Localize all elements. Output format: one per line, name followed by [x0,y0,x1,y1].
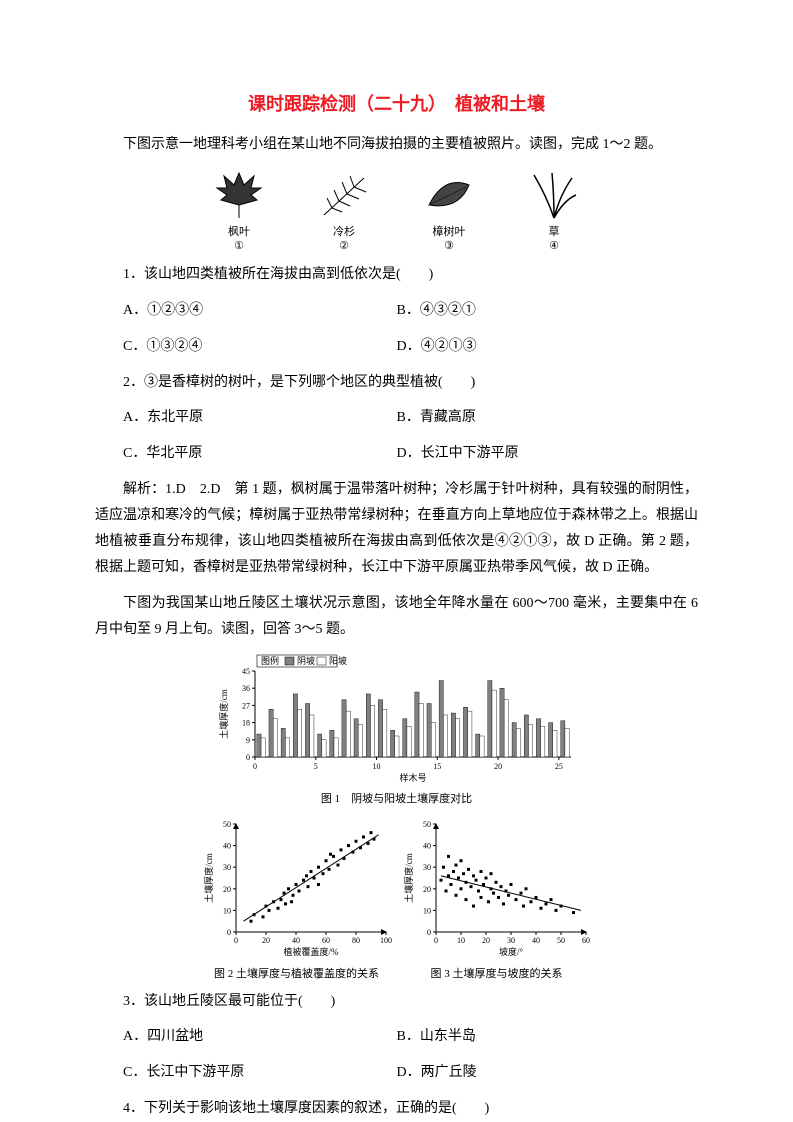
fig1-caption: 图 1 阴坡与阳坡土壤厚度对比 [95,790,698,806]
svg-text:0: 0 [227,928,231,937]
svg-text:50: 50 [423,820,431,829]
svg-text:20: 20 [494,762,502,771]
leaf-label-2: 冷杉 [309,223,379,239]
svg-text:30: 30 [423,863,431,872]
svg-text:10: 10 [223,906,231,915]
svg-text:10: 10 [457,936,465,945]
svg-text:60: 60 [322,936,330,945]
svg-text:0: 0 [253,762,257,771]
leaf-label-1: 枫叶 [204,223,274,239]
leaf-label-3: 樟树叶 [414,223,484,239]
svg-text:18: 18 [242,718,250,727]
svg-text:50: 50 [223,820,231,829]
svg-text:0: 0 [246,753,250,762]
svg-text:植被覆盖度/%: 植被覆盖度/% [283,946,339,957]
svg-text:20: 20 [223,884,231,893]
svg-text:9: 9 [246,735,250,744]
leaf-icon-grass [519,168,589,223]
fig2-svg: 0 20 40 60 80 100 0 10 20 30 40 50 植被覆盖度/% 土壤厚度/cm [202,818,392,958]
q2-opt-b: B．青藏高原 [397,405,699,431]
q3-opt-b: B．山东半岛 [397,1024,699,1050]
intro-2: 下图为我国某山地丘陵区土壤状况示意图，该地全年降水量在 600～700 毫米，主… [95,591,698,643]
svg-text:15: 15 [433,762,441,771]
leaf-num-4: ④ [519,239,589,252]
svg-text:样木号: 样木号 [399,772,426,783]
svg-text:30: 30 [507,936,515,945]
svg-text:40: 40 [292,936,300,945]
svg-text:25: 25 [554,762,562,771]
fig2-caption: 图 2 土壤厚度与植被覆盖度的关系 [202,965,392,981]
figure-2-3-row: 02040608010001020304050植被覆盖度/%土壤厚度/cm 图 … [95,814,698,989]
leaf-num-1: ① [204,239,274,252]
fig3-svg: 0 10 20 30 40 50 60 0 10 20 30 40 50 坡度/° 土壤厚度/cm [402,818,592,958]
svg-text:10: 10 [372,762,380,771]
svg-text:27: 27 [242,701,250,710]
q1-opt-a: A．①②③④ [95,298,397,324]
leaf-cell-2: 冷杉 ② [309,168,379,252]
leaf-num-3: ③ [414,239,484,252]
svg-text:10: 10 [423,906,431,915]
svg-text:40: 40 [423,841,431,850]
svg-text:0: 0 [434,936,438,945]
figure-2: 0 20 40 60 80 100 0 10 20 30 40 50 植被覆盖度/% 土壤厚度/cm 图 … [202,818,392,981]
svg-text:5: 5 [313,762,317,771]
page-title: 课时跟踪检测（二十九） 植被和土壤 [95,90,698,116]
intro-1: 下图示意一地理科考小组在某山地不同海拔拍摄的主要植被照片。读图，完成 1～2 题… [95,132,698,158]
q3-stem: 3．该山地丘陵区最可能位于( ) [95,989,698,1015]
figure-1: 图例 阴坡 阳坡 0 9 18 27 36 45 0 5 10 15 20 25 样木号 土壤厚度/cm 图 1… [95,653,698,806]
svg-text:20: 20 [262,936,270,945]
q3-opt-d: D．两广丘陵 [397,1060,699,1086]
q2-opt-d: D．长江中下游平原 [397,441,699,467]
svg-text:土壤厚度/cm: 土壤厚度/cm [203,853,214,903]
q2-stem: 2．③是香樟树的树叶，是下列哪个地区的典型植被( ) [95,370,698,396]
q4-stem: 4．下列关于影响该地土壤厚度因素的叙述，正确的是( ) [95,1096,698,1122]
leaf-num-2: ② [309,239,379,252]
leaf-icon-maple [204,168,274,223]
svg-text:坡度/°: 坡度/° [498,946,523,957]
svg-text:40: 40 [223,841,231,850]
svg-text:45: 45 [242,667,250,676]
svg-text:20: 20 [423,884,431,893]
svg-text:36: 36 [242,684,250,693]
fig3-caption: 图 3 土壤厚度与坡度的关系 [402,965,592,981]
svg-text:阴坡: 阴坡 [297,655,315,666]
svg-text:0: 0 [427,928,431,937]
q1-stem: 1．该山地四类植被所在海拔由高到低依次是( ) [95,262,698,288]
svg-text:50: 50 [557,936,565,945]
svg-text:80: 80 [352,936,360,945]
svg-text:土壤厚度/cm: 土壤厚度/cm [403,853,414,903]
svg-text:20: 20 [482,936,490,945]
fig1-svg: 图例 阴坡 阳坡 0 9 18 27 36 45 0 5 10 15 20 25 样木号 土壤厚度/cm [217,653,577,783]
svg-text:40: 40 [532,936,540,945]
q1-opt-b: B．④③②① [397,298,699,324]
leaf-label-4: 草 [519,223,589,239]
svg-text:0: 0 [234,936,238,945]
leaf-figure-row: 枫叶 ① 冷杉 ② 樟树叶 ③ 草 ④ [95,168,698,252]
q1-opt-c: C．①③②④ [95,334,397,360]
q2-opt-c: C．华北平原 [95,441,397,467]
svg-text:60: 60 [582,936,590,945]
figure-3: 0 10 20 30 40 50 60 0 10 20 30 40 50 坡度/° 土壤厚度/cm 图 3 … [402,818,592,981]
page: 课时跟踪检测（二十九） 植被和土壤 下图示意一地理科考小组在某山地不同海拔拍摄的… [0,0,793,1122]
leaf-icon-camphor [414,168,484,223]
leaf-icon-fir [309,168,379,223]
svg-text:30: 30 [223,863,231,872]
svg-text:图例: 图例 [261,655,279,666]
analysis-1-2: 解析：1.D 2.D 第 1 题，枫树属于温带落叶树种；冷杉属于针叶树种，具有较… [95,477,698,581]
q2-opt-a: A．东北平原 [95,405,397,431]
q1-opt-d: D．④②①③ [397,334,699,360]
leaf-cell-3: 樟树叶 ③ [414,168,484,252]
svg-text:土壤厚度/cm: 土壤厚度/cm [218,689,229,739]
leaf-cell-4: 草 ④ [519,168,589,252]
q3-opt-a: A．四川盆地 [95,1024,397,1050]
svg-text:阳坡: 阳坡 [329,655,347,666]
leaf-cell-1: 枫叶 ① [204,168,274,252]
q3-opt-c: C．长江中下游平原 [95,1060,397,1086]
svg-text:100: 100 [380,936,392,945]
